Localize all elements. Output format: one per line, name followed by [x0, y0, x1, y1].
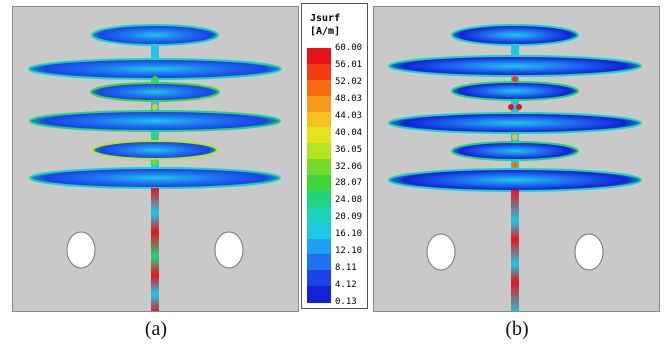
patch-b-5 — [451, 141, 579, 161]
caption-b: (b) — [505, 318, 529, 340]
legend-color-bar — [307, 48, 331, 303]
patch-a-4 — [29, 110, 281, 132]
legend-swatch — [307, 190, 331, 208]
legend-swatch — [307, 206, 331, 224]
spine-b — [511, 35, 519, 185]
patch-b-2 — [388, 55, 642, 77]
caption-a: (a) — [144, 318, 168, 340]
patch-a-1 — [91, 24, 219, 46]
patch-b-1 — [451, 24, 579, 46]
legend-tick-label: 60.00 — [335, 43, 363, 53]
legend-swatch — [307, 286, 331, 303]
legend-swatch — [307, 79, 331, 97]
legend-swatch — [307, 143, 331, 160]
legend-tick-label: 40.04 — [335, 127, 363, 138]
legend-title-line2: [A/m] — [310, 26, 341, 37]
patch-a-3 — [90, 82, 220, 102]
legend-tick-label: 28.07 — [335, 178, 363, 189]
legend-swatch — [307, 254, 331, 271]
legend-swatch — [307, 222, 331, 239]
legend-swatch — [307, 159, 331, 176]
hole-right-b — [574, 233, 604, 271]
legend-tick-label: 32.06 — [335, 161, 363, 172]
legend-tick-label: 52.02 — [335, 76, 363, 87]
legend-swatch — [307, 63, 331, 81]
patch-a-5 — [92, 140, 218, 160]
legend-swatch — [307, 48, 331, 65]
feed-line-b — [511, 190, 519, 311]
legend-swatch — [307, 238, 331, 255]
legend-tick-label: 20.09 — [335, 212, 363, 223]
patch-b-3 — [451, 81, 579, 101]
hole-left-b — [426, 233, 456, 271]
color-legend: Jsurf [A/m] 60.00 56.01 52.02 48.03 44.03 40.… — [301, 3, 368, 309]
legend-tick-label: 4.12 — [335, 280, 357, 291]
legend-tick-label: 36.05 — [335, 144, 363, 155]
legend-tick-label: 12.10 — [335, 246, 363, 257]
legend-tick-label: 24.08 — [335, 195, 363, 206]
legend-title-line1: Jsurf — [310, 13, 341, 24]
hole-left-a — [66, 231, 96, 269]
antenna-a-drawing — [28, 24, 282, 311]
legend-tick-label: 48.03 — [335, 93, 363, 104]
legend-tick-label: 16.10 — [335, 229, 363, 240]
legend-swatch — [307, 270, 331, 287]
legend-swatch — [307, 95, 331, 112]
legend-tick-label: 44.03 — [335, 110, 363, 121]
feed-line-a — [151, 188, 159, 311]
panel-b-current-distribution — [373, 6, 660, 312]
hole-right-a — [214, 231, 244, 269]
patch-b-4 — [388, 112, 642, 134]
legend-title: Jsurf [A/m] — [310, 12, 340, 38]
legend-swatch — [307, 111, 331, 128]
legend-tick-label: 56.01 — [335, 59, 363, 70]
legend-tick-label: 0.13 — [335, 297, 357, 307]
antenna-b-drawing — [388, 24, 642, 311]
patch-a-6 — [29, 167, 281, 189]
legend-tick-label: 8.11 — [335, 263, 357, 274]
panel-a-current-distribution — [12, 6, 299, 312]
legend-swatch — [307, 175, 331, 192]
legend-swatch — [307, 127, 331, 144]
patch-b-6 — [388, 168, 642, 192]
